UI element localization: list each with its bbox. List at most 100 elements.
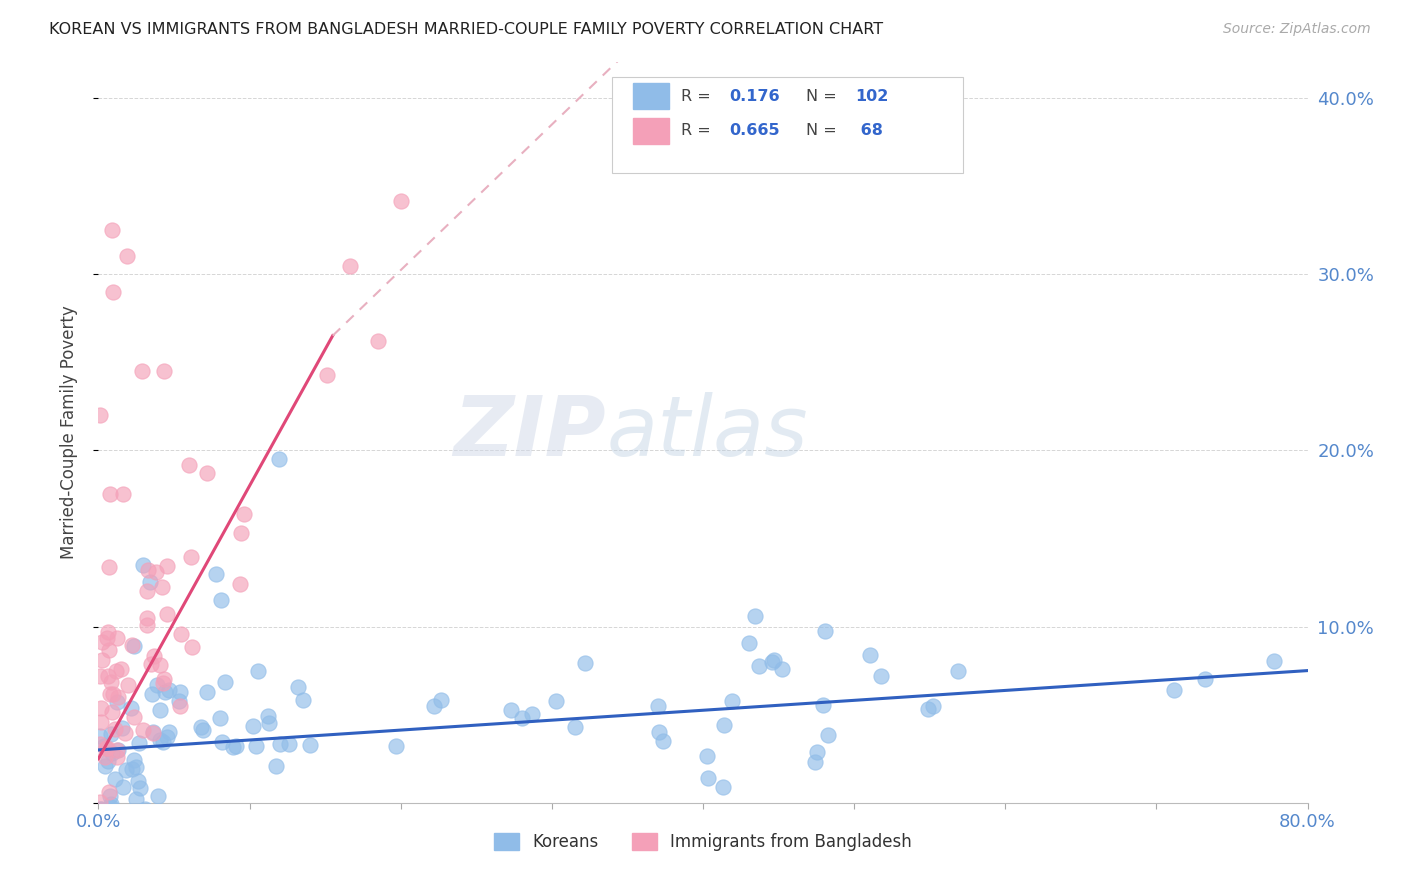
Text: 0.665: 0.665	[730, 123, 780, 138]
Point	[125, 792, 148, 806]
Point	[97, 560, 120, 574]
Point	[813, 698, 835, 712]
Point	[90, 802, 112, 816]
Point	[89, 729, 111, 743]
Point	[131, 558, 153, 572]
Point	[127, 774, 149, 789]
Text: 102: 102	[855, 88, 889, 103]
Point	[89, 802, 111, 816]
Point	[100, 705, 122, 719]
Point	[814, 624, 837, 639]
Point	[94, 749, 117, 764]
Point	[110, 661, 132, 675]
Point	[98, 643, 121, 657]
Text: Source: ZipAtlas.com: Source: ZipAtlas.com	[1223, 22, 1371, 37]
Point	[94, 816, 117, 830]
Bar	[633, 83, 669, 109]
Point	[156, 559, 179, 574]
Point	[97, 754, 120, 768]
Point	[208, 711, 231, 725]
Point	[101, 285, 124, 299]
Point	[105, 742, 128, 756]
Point	[121, 762, 143, 776]
Point	[1194, 673, 1216, 687]
Point	[101, 223, 124, 237]
Text: N =: N =	[806, 88, 842, 103]
Point	[870, 669, 893, 683]
Point	[104, 723, 127, 737]
Point	[103, 687, 125, 701]
Point	[180, 550, 202, 565]
Point	[245, 739, 267, 753]
Text: 68: 68	[855, 123, 883, 138]
Point	[115, 764, 138, 778]
Point	[90, 701, 112, 715]
Point	[146, 789, 169, 803]
Point	[179, 458, 201, 472]
Point	[806, 745, 828, 759]
Point	[111, 780, 134, 794]
Point	[104, 664, 127, 678]
Text: R =: R =	[682, 123, 716, 138]
Point	[180, 640, 202, 655]
Point	[90, 635, 112, 649]
Point	[124, 639, 146, 653]
Point	[157, 682, 180, 697]
Text: R =: R =	[682, 88, 716, 103]
Point	[430, 693, 453, 707]
Point	[93, 739, 115, 753]
Point	[737, 636, 759, 650]
Point	[136, 564, 159, 578]
Point	[721, 694, 744, 708]
Point	[917, 702, 939, 716]
Point	[134, 802, 156, 816]
Point	[211, 735, 233, 749]
Point	[135, 611, 157, 625]
Point	[817, 728, 839, 742]
Point	[105, 750, 128, 764]
Point	[121, 638, 143, 652]
Point	[266, 759, 288, 773]
Point	[385, 739, 408, 753]
Point	[93, 759, 115, 773]
Point	[242, 718, 264, 732]
Point	[1163, 682, 1185, 697]
Point	[315, 368, 337, 382]
Point	[172, 836, 194, 850]
Point	[148, 703, 170, 717]
Point	[136, 618, 159, 632]
Point	[247, 665, 270, 679]
Text: ZIP: ZIP	[454, 392, 606, 473]
Point	[156, 607, 179, 622]
Point	[232, 507, 254, 521]
Point	[131, 723, 153, 737]
Point	[131, 364, 153, 378]
Point	[287, 681, 309, 695]
Point	[269, 452, 291, 467]
Point	[804, 756, 827, 770]
Point	[94, 741, 117, 756]
Point	[748, 659, 770, 673]
Point	[114, 726, 136, 740]
Point	[125, 760, 148, 774]
Point	[298, 738, 321, 752]
Point	[98, 789, 121, 803]
Point	[89, 737, 111, 751]
Point	[107, 631, 129, 645]
Point	[150, 580, 173, 594]
Text: N =: N =	[806, 123, 842, 138]
Point	[96, 632, 118, 646]
Point	[859, 648, 882, 662]
Point	[544, 694, 567, 708]
Point	[259, 716, 281, 731]
Point	[269, 737, 291, 751]
Point	[89, 408, 111, 422]
Point	[97, 669, 120, 683]
Point	[222, 740, 245, 755]
Point	[96, 741, 118, 756]
Point	[122, 753, 145, 767]
Point	[138, 575, 160, 590]
Text: 0.176: 0.176	[730, 88, 780, 103]
Point	[153, 364, 176, 378]
Point	[90, 715, 112, 730]
